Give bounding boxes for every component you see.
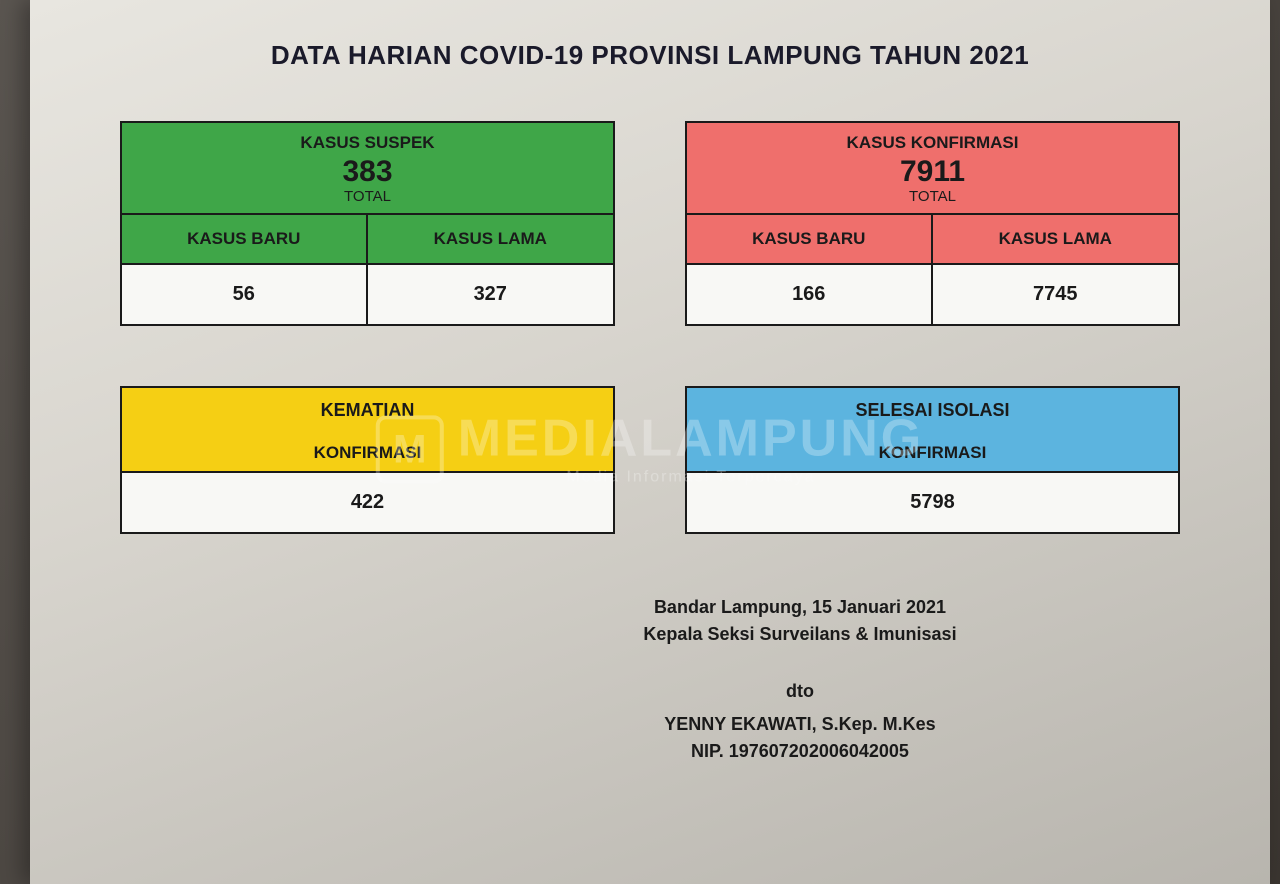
- label-lama: KASUS LAMA: [933, 215, 1179, 263]
- label-baru: KASUS BARU: [122, 215, 368, 263]
- value-kematian: 422: [122, 473, 613, 532]
- card-konfirmasi-values: 166 7745: [687, 265, 1178, 324]
- label-lama: KASUS LAMA: [368, 215, 614, 263]
- data-grid: KASUS SUSPEK 383 TOTAL KASUS BARU KASUS …: [90, 121, 1210, 534]
- document-paper: DATA HARIAN COVID-19 PROVINSI LAMPUNG TA…: [30, 0, 1270, 884]
- footer: Bandar Lampung, 15 Januari 2021 Kepala S…: [90, 594, 1210, 765]
- footer-place-date: Bandar Lampung, 15 Januari 2021: [390, 594, 1210, 621]
- card-kematian-label: KEMATIAN: [122, 400, 613, 421]
- value-selesai: 5798: [687, 473, 1178, 532]
- card-suspek-total: 383: [122, 155, 613, 188]
- card-suspek-total-label: TOTAL: [122, 188, 613, 205]
- value-konfirmasi-baru: 166: [687, 265, 933, 324]
- card-konfirmasi: KASUS KONFIRMASI 7911 TOTAL KASUS BARU K…: [685, 121, 1180, 326]
- footer-dto: dto: [390, 678, 1210, 705]
- card-selesai-label: SELESAI ISOLASI: [687, 400, 1178, 421]
- value-konfirmasi-lama: 7745: [933, 265, 1179, 324]
- card-kematian: KEMATIAN KONFIRMASI 422: [120, 386, 615, 534]
- card-selesai: SELESAI ISOLASI KONFIRMASI 5798: [685, 386, 1180, 534]
- card-suspek-label: KASUS SUSPEK: [122, 133, 613, 153]
- card-kematian-header: KEMATIAN KONFIRMASI: [122, 388, 613, 473]
- page-title: DATA HARIAN COVID-19 PROVINSI LAMPUNG TA…: [90, 40, 1210, 71]
- card-selesai-header: SELESAI ISOLASI KONFIRMASI: [687, 388, 1178, 473]
- card-suspek-values: 56 327: [122, 265, 613, 324]
- label-baru: KASUS BARU: [687, 215, 933, 263]
- card-konfirmasi-header: KASUS KONFIRMASI 7911 TOTAL: [687, 123, 1178, 215]
- card-konfirmasi-sublabels: KASUS BARU KASUS LAMA: [687, 215, 1178, 265]
- value-suspek-baru: 56: [122, 265, 368, 324]
- footer-nip: NIP. 197607202006042005: [390, 738, 1210, 765]
- card-konfirmasi-total: 7911: [687, 155, 1178, 188]
- card-suspek: KASUS SUSPEK 383 TOTAL KASUS BARU KASUS …: [120, 121, 615, 326]
- card-selesai-confirm: KONFIRMASI: [687, 443, 1178, 463]
- card-kematian-confirm: KONFIRMASI: [122, 443, 613, 463]
- card-konfirmasi-label: KASUS KONFIRMASI: [687, 133, 1178, 153]
- card-konfirmasi-total-label: TOTAL: [687, 188, 1178, 205]
- card-suspek-sublabels: KASUS BARU KASUS LAMA: [122, 215, 613, 265]
- footer-role: Kepala Seksi Surveilans & Imunisasi: [390, 621, 1210, 648]
- card-suspek-header: KASUS SUSPEK 383 TOTAL: [122, 123, 613, 215]
- footer-name: YENNY EKAWATI, S.Kep. M.Kes: [390, 711, 1210, 738]
- value-suspek-lama: 327: [368, 265, 614, 324]
